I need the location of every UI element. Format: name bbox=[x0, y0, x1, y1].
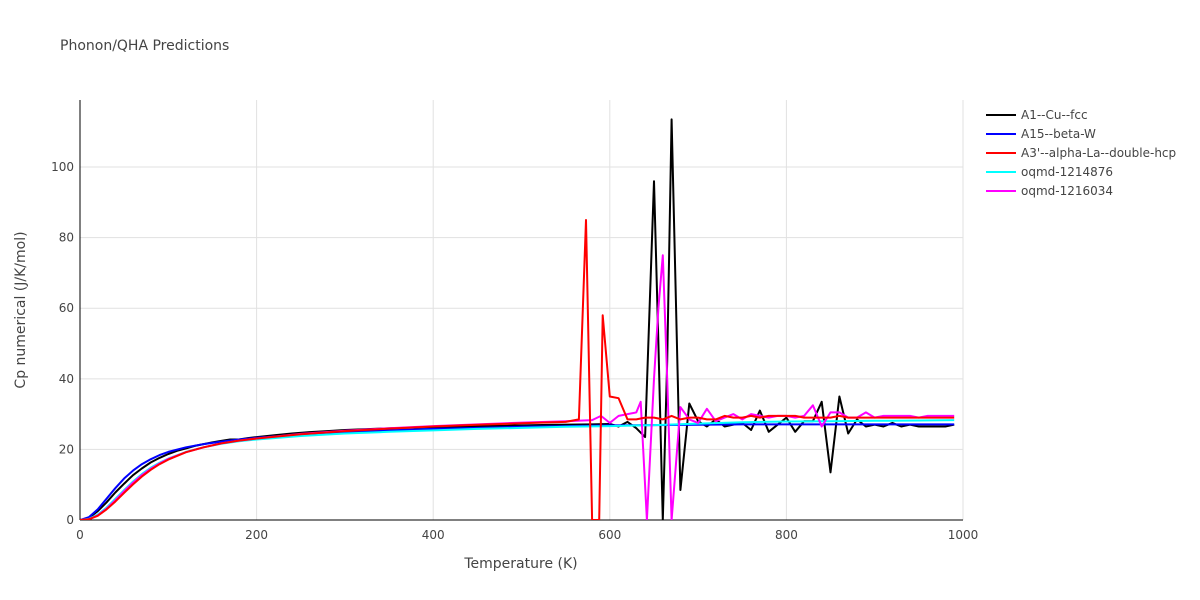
x-tick-label: 1000 bbox=[948, 528, 979, 542]
plot-area bbox=[80, 118, 955, 520]
y-tick-label: 60 bbox=[59, 301, 74, 315]
series-line-oqmd-1216034 bbox=[80, 254, 955, 520]
legend-item[interactable]: A3'--alpha-La--double-hcp bbox=[986, 146, 1176, 160]
legend-item[interactable]: A1--Cu--fcc bbox=[986, 108, 1088, 122]
axes-layer bbox=[79, 100, 963, 521]
x-tick-label: 400 bbox=[422, 528, 445, 542]
y-tick-label: 0 bbox=[66, 513, 74, 527]
ticks-layer: 0 200 400 600 800 1000 0 20 40 60 80 100 bbox=[51, 160, 978, 542]
y-tick-label: 40 bbox=[59, 372, 74, 386]
series-line-oqmd-1214876 bbox=[80, 419, 955, 520]
series-line-a15-beta-w bbox=[80, 423, 955, 520]
legend-label: A1--Cu--fcc bbox=[1021, 108, 1088, 122]
x-tick-label: 800 bbox=[775, 528, 798, 542]
x-tick-label: 0 bbox=[76, 528, 84, 542]
series-line-a3-alpha-la-double-hcp bbox=[80, 219, 955, 520]
x-tick-label: 200 bbox=[245, 528, 268, 542]
legend-label: A15--beta-W bbox=[1021, 127, 1096, 141]
y-tick-label: 80 bbox=[59, 231, 74, 245]
legend-label: A3'--alpha-La--double-hcp bbox=[1021, 146, 1176, 160]
legend-item[interactable]: oqmd-1214876 bbox=[986, 165, 1113, 179]
legend-label: oqmd-1214876 bbox=[1021, 165, 1113, 179]
x-axis-title: Temperature (K) bbox=[463, 556, 577, 572]
y-tick-label: 20 bbox=[59, 442, 74, 456]
series-line-a1-cu-fcc bbox=[80, 118, 955, 520]
x-tick-label: 600 bbox=[598, 528, 621, 542]
grid-layer bbox=[80, 100, 964, 520]
y-tick-label: 100 bbox=[51, 160, 74, 174]
legend-item[interactable]: A15--beta-W bbox=[986, 127, 1096, 141]
legend[interactable]: A1--Cu--fcc A15--beta-W A3'--alpha-La--dou… bbox=[986, 108, 1176, 198]
y-axis-title: Cp numerical (J/K/mol) bbox=[13, 231, 29, 388]
chart-title: Phonon/QHA Predictions bbox=[60, 38, 229, 54]
legend-label: oqmd-1216034 bbox=[1021, 184, 1113, 198]
legend-item[interactable]: oqmd-1216034 bbox=[986, 184, 1113, 198]
